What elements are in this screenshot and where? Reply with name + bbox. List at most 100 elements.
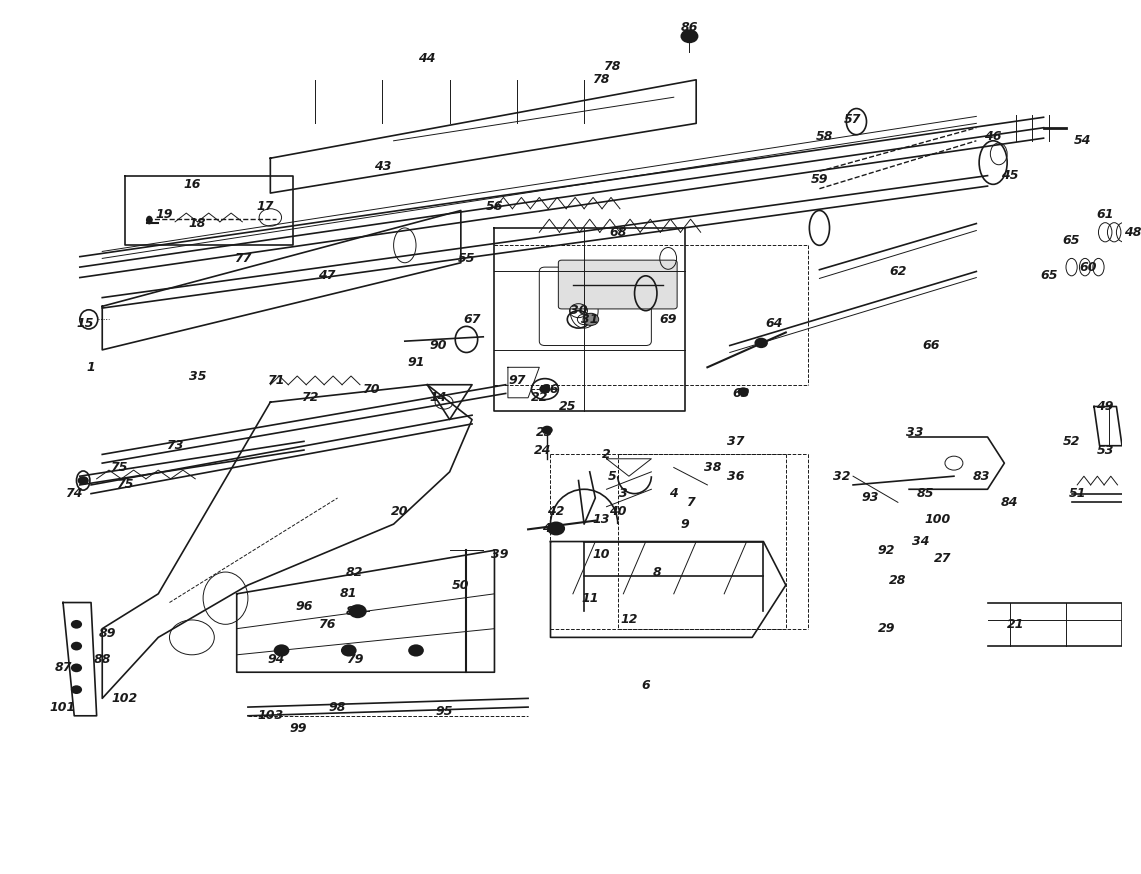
Text: 87: 87 bbox=[55, 662, 72, 675]
Text: 97: 97 bbox=[508, 374, 526, 387]
Circle shape bbox=[71, 620, 82, 628]
Circle shape bbox=[341, 644, 357, 656]
Text: 69: 69 bbox=[659, 313, 677, 326]
Text: 39: 39 bbox=[492, 548, 509, 561]
Text: 96: 96 bbox=[296, 600, 313, 614]
Text: 16: 16 bbox=[184, 177, 201, 191]
Text: 65: 65 bbox=[1062, 234, 1081, 247]
Text: 84: 84 bbox=[1001, 496, 1019, 509]
Text: 6: 6 bbox=[641, 679, 650, 692]
Text: 73: 73 bbox=[167, 440, 184, 452]
Text: 43: 43 bbox=[373, 161, 391, 173]
Text: 93: 93 bbox=[861, 491, 879, 504]
Ellipse shape bbox=[146, 216, 153, 225]
Text: 88: 88 bbox=[94, 653, 111, 666]
Text: 89: 89 bbox=[99, 627, 116, 640]
Text: 65: 65 bbox=[1041, 269, 1058, 282]
Text: 33: 33 bbox=[906, 427, 923, 439]
Text: 19: 19 bbox=[155, 208, 172, 221]
Text: 81: 81 bbox=[340, 587, 357, 600]
Text: 46: 46 bbox=[985, 130, 1002, 143]
Text: 20: 20 bbox=[390, 504, 408, 517]
Text: 12: 12 bbox=[621, 614, 638, 627]
Text: 25: 25 bbox=[559, 400, 576, 413]
Text: 7: 7 bbox=[686, 496, 695, 509]
Text: 54: 54 bbox=[1074, 135, 1092, 148]
Text: 11: 11 bbox=[581, 592, 599, 605]
Text: 100: 100 bbox=[924, 513, 950, 526]
Text: 24: 24 bbox=[534, 444, 551, 456]
Circle shape bbox=[71, 663, 82, 672]
Text: 85: 85 bbox=[917, 487, 934, 500]
Text: 47: 47 bbox=[317, 269, 335, 282]
Circle shape bbox=[548, 522, 565, 536]
Text: 30: 30 bbox=[569, 304, 588, 317]
Text: 103: 103 bbox=[257, 710, 283, 722]
Text: 78: 78 bbox=[592, 73, 609, 87]
Text: 36: 36 bbox=[727, 469, 744, 482]
Text: 14: 14 bbox=[430, 392, 447, 405]
Text: 23: 23 bbox=[536, 427, 553, 439]
Text: 15: 15 bbox=[76, 317, 95, 330]
Text: 92: 92 bbox=[877, 544, 896, 557]
Text: 31: 31 bbox=[581, 313, 599, 326]
Text: 2: 2 bbox=[602, 447, 610, 461]
Text: 95: 95 bbox=[435, 705, 453, 718]
Text: 32: 32 bbox=[833, 469, 850, 482]
Text: 77: 77 bbox=[234, 252, 251, 265]
Text: 44: 44 bbox=[419, 52, 436, 65]
Text: 21: 21 bbox=[1006, 618, 1025, 631]
Text: 57: 57 bbox=[844, 113, 861, 126]
Text: 26: 26 bbox=[542, 383, 559, 396]
Circle shape bbox=[583, 313, 599, 325]
Text: 60: 60 bbox=[1079, 260, 1098, 274]
Text: 56: 56 bbox=[486, 199, 503, 212]
Text: 91: 91 bbox=[407, 357, 424, 370]
Text: 83: 83 bbox=[973, 469, 990, 482]
Text: 86: 86 bbox=[681, 21, 698, 34]
Text: 72: 72 bbox=[301, 392, 318, 405]
Text: 40: 40 bbox=[609, 504, 626, 517]
Text: 101: 101 bbox=[50, 701, 76, 713]
Circle shape bbox=[71, 685, 82, 694]
Text: 41: 41 bbox=[542, 522, 559, 535]
Text: 28: 28 bbox=[889, 574, 907, 587]
Text: 34: 34 bbox=[912, 535, 929, 548]
Circle shape bbox=[737, 387, 748, 396]
Text: 59: 59 bbox=[811, 174, 828, 186]
Circle shape bbox=[408, 644, 423, 656]
Circle shape bbox=[71, 642, 82, 650]
Text: 74: 74 bbox=[65, 487, 83, 500]
Text: 38: 38 bbox=[704, 461, 722, 474]
Text: 37: 37 bbox=[727, 435, 744, 447]
Text: 1: 1 bbox=[87, 361, 96, 374]
Text: 94: 94 bbox=[267, 653, 285, 666]
Text: 50: 50 bbox=[452, 579, 470, 592]
Text: 80: 80 bbox=[346, 605, 363, 618]
Text: 35: 35 bbox=[188, 370, 207, 383]
Text: 45: 45 bbox=[1001, 170, 1019, 182]
Text: 27: 27 bbox=[934, 552, 952, 565]
Text: 71: 71 bbox=[267, 374, 285, 387]
Text: 68: 68 bbox=[609, 225, 626, 239]
Text: 51: 51 bbox=[1068, 487, 1086, 500]
Text: 63: 63 bbox=[733, 387, 750, 400]
Text: 53: 53 bbox=[1097, 444, 1114, 456]
Circle shape bbox=[78, 476, 89, 485]
Text: 75: 75 bbox=[116, 478, 133, 491]
Text: 82: 82 bbox=[346, 565, 363, 579]
Text: 61: 61 bbox=[1097, 208, 1114, 221]
Text: 70: 70 bbox=[363, 383, 380, 396]
Circle shape bbox=[542, 426, 552, 434]
Text: 22: 22 bbox=[531, 392, 548, 405]
Text: 99: 99 bbox=[290, 722, 307, 735]
Text: 10: 10 bbox=[592, 548, 609, 561]
Circle shape bbox=[274, 644, 290, 656]
Text: 8: 8 bbox=[653, 565, 662, 579]
Circle shape bbox=[349, 604, 366, 618]
Text: 90: 90 bbox=[430, 339, 447, 352]
FancyBboxPatch shape bbox=[558, 260, 677, 309]
Text: 29: 29 bbox=[877, 622, 896, 635]
Text: 13: 13 bbox=[592, 513, 609, 526]
Text: 3: 3 bbox=[618, 487, 628, 500]
